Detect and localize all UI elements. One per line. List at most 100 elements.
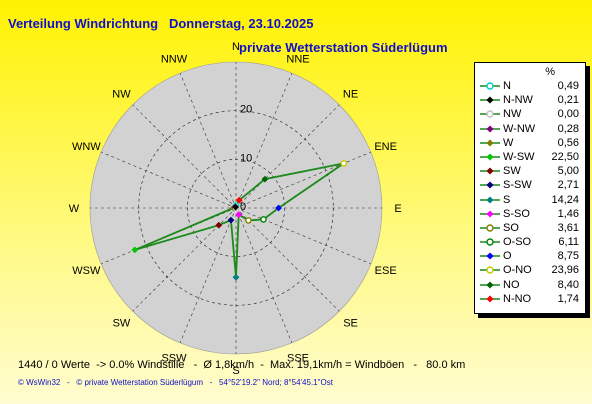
legend-direction: O-NO: [503, 264, 532, 277]
legend-item-o-no: O-NO 23,96: [475, 263, 585, 277]
compass-label-ne: NE: [343, 88, 358, 100]
data-point-sw: [215, 221, 223, 229]
compass-label-wnw: WNW: [72, 141, 101, 153]
legend-marker-icon: [480, 96, 500, 104]
grid-spoke-nne: [235, 72, 293, 209]
legend-item-so: SO 3,61: [475, 221, 585, 235]
data-point-s: [232, 273, 240, 281]
compass-label-ene: ENE: [374, 141, 397, 153]
compass-label-ese: ESE: [375, 265, 397, 277]
legend-value: 0,49: [557, 80, 579, 92]
legend-marker-icon: [480, 167, 500, 175]
legend-marker-icon: [480, 139, 500, 147]
legend-direction: S: [503, 193, 511, 206]
legend-item-o-so: O-SO 6,11: [475, 235, 585, 249]
legend-direction: N: [503, 80, 511, 92]
compass-label-nne: NNE: [286, 53, 309, 65]
legend-value: 2,71: [557, 179, 579, 192]
data-point-e: [275, 204, 282, 212]
legend-item-w-sw: W-SW 22,50: [475, 150, 585, 164]
legend-marker-icon: [480, 110, 500, 119]
data-point-ene: [340, 160, 348, 167]
legend-marker-icon: [480, 266, 500, 275]
legend-direction: SW: [503, 165, 521, 178]
data-point-nne: [235, 196, 243, 204]
legend-value: 0,21: [557, 94, 579, 107]
data-point-wsw: [131, 246, 139, 254]
grid-spoke-wnw: [100, 151, 237, 209]
grid-spoke-se: [235, 207, 340, 312]
r-tick-label: 0: [240, 201, 246, 213]
legend-direction: SO: [503, 221, 519, 234]
legend-direction: W-NW: [503, 122, 536, 135]
data-point-ssw: [227, 216, 235, 224]
compass-label-wsw: WSW: [72, 265, 101, 277]
legend-item-n-nw: N-NW 0,21: [475, 93, 585, 107]
r-tick-label: 20: [240, 104, 252, 116]
chart-subtitle: private Wetterstation Süderlügum: [239, 40, 448, 55]
legend-marker-icon: [480, 295, 500, 303]
legend-item-n: N 0,49: [475, 79, 585, 93]
compass-label-sw: SW: [113, 318, 131, 330]
grid-spoke-sse: [235, 207, 293, 344]
compass-label-ssw: SSW: [161, 353, 187, 365]
compass-label-nw: NW: [112, 88, 131, 100]
grid-spoke-nw: [132, 104, 237, 209]
r-tick-label: 10: [240, 152, 252, 164]
data-point-sse: [235, 211, 243, 218]
compass-label-n: N: [232, 41, 240, 53]
legend-value: 23,96: [551, 264, 579, 277]
legend-marker-icon: [480, 125, 500, 133]
legend-value: 0,28: [557, 122, 579, 135]
legend-item-o: O 8,75: [475, 249, 585, 263]
data-point-ne: [261, 175, 269, 183]
legend-direction: S-SW: [503, 179, 532, 192]
legend-value: 6,11: [558, 236, 579, 249]
legend-value: 5,00: [557, 165, 579, 178]
footer-credit: © WsWin32 - © private Wetterstation Süde…: [18, 378, 333, 387]
legend-direction: W-SW: [503, 150, 535, 163]
grid-spoke-ne: [235, 104, 340, 209]
legend-value: 14,24: [551, 193, 579, 206]
legend-item-w: W 0,56: [475, 136, 585, 150]
legend-marker-icon: [480, 195, 500, 204]
legend-rows: N 0,49 N-NW 0,21 NW 0,00 W-NW 0,28 W 0,56 W-SW 22,5…: [475, 79, 585, 306]
legend-value: 0,56: [557, 136, 579, 149]
data-point-ese: [260, 216, 267, 223]
legend-item-no: NO 8,40: [475, 278, 585, 292]
grid-spoke-ssw: [179, 207, 237, 344]
compass-label-e: E: [394, 203, 401, 215]
legend-marker-icon: [480, 238, 500, 246]
legend-direction: N-NW: [503, 94, 533, 107]
compass-label-nnw: NNW: [161, 53, 188, 65]
legend-value: 8,40: [557, 278, 579, 291]
legend-item-w-nw: W-NW 0,28: [475, 122, 585, 136]
legend-direction: W: [503, 136, 514, 149]
chart-title: Verteilung Windrichtung Donnerstag, 23.1…: [8, 16, 314, 31]
legend-marker-icon: [480, 210, 500, 218]
legend-item-s-sw: S-SW 2,71: [475, 178, 585, 192]
legend-item-sw: SW 5,00: [475, 164, 585, 178]
legend-marker-icon: [480, 252, 500, 260]
legend: % N 0,49 N-NW 0,21 NW 0,00 W-NW 0,28 W 0,56 W-SW 22…: [474, 62, 586, 314]
grid-spoke-ene: [235, 151, 372, 209]
legend-marker-icon: [480, 153, 500, 161]
data-point-nnw: [232, 203, 240, 211]
legend-direction: O: [503, 250, 512, 263]
grid-spoke-ese: [235, 207, 372, 265]
legend-header: %: [545, 66, 555, 78]
legend-marker-icon: [480, 224, 500, 232]
footer-stats: 1440 / 0 Werte -> 0.0% Windstille - Ø 1,…: [18, 359, 466, 371]
legend-value: 3,61: [557, 221, 579, 234]
legend-item-nw: NW 0,00: [475, 107, 585, 121]
legend-direction: NO: [503, 278, 520, 291]
compass-label-sse: SSE: [287, 353, 309, 365]
legend-direction: O-SO: [503, 236, 532, 249]
compass-label-w: W: [69, 203, 80, 215]
legend-value: 8,75: [557, 250, 579, 263]
legend-direction: NW: [503, 108, 522, 121]
legend-value: 22,50: [551, 150, 579, 163]
legend-value: 1,74: [557, 292, 579, 305]
legend-item-s: S 14,24: [475, 193, 585, 207]
